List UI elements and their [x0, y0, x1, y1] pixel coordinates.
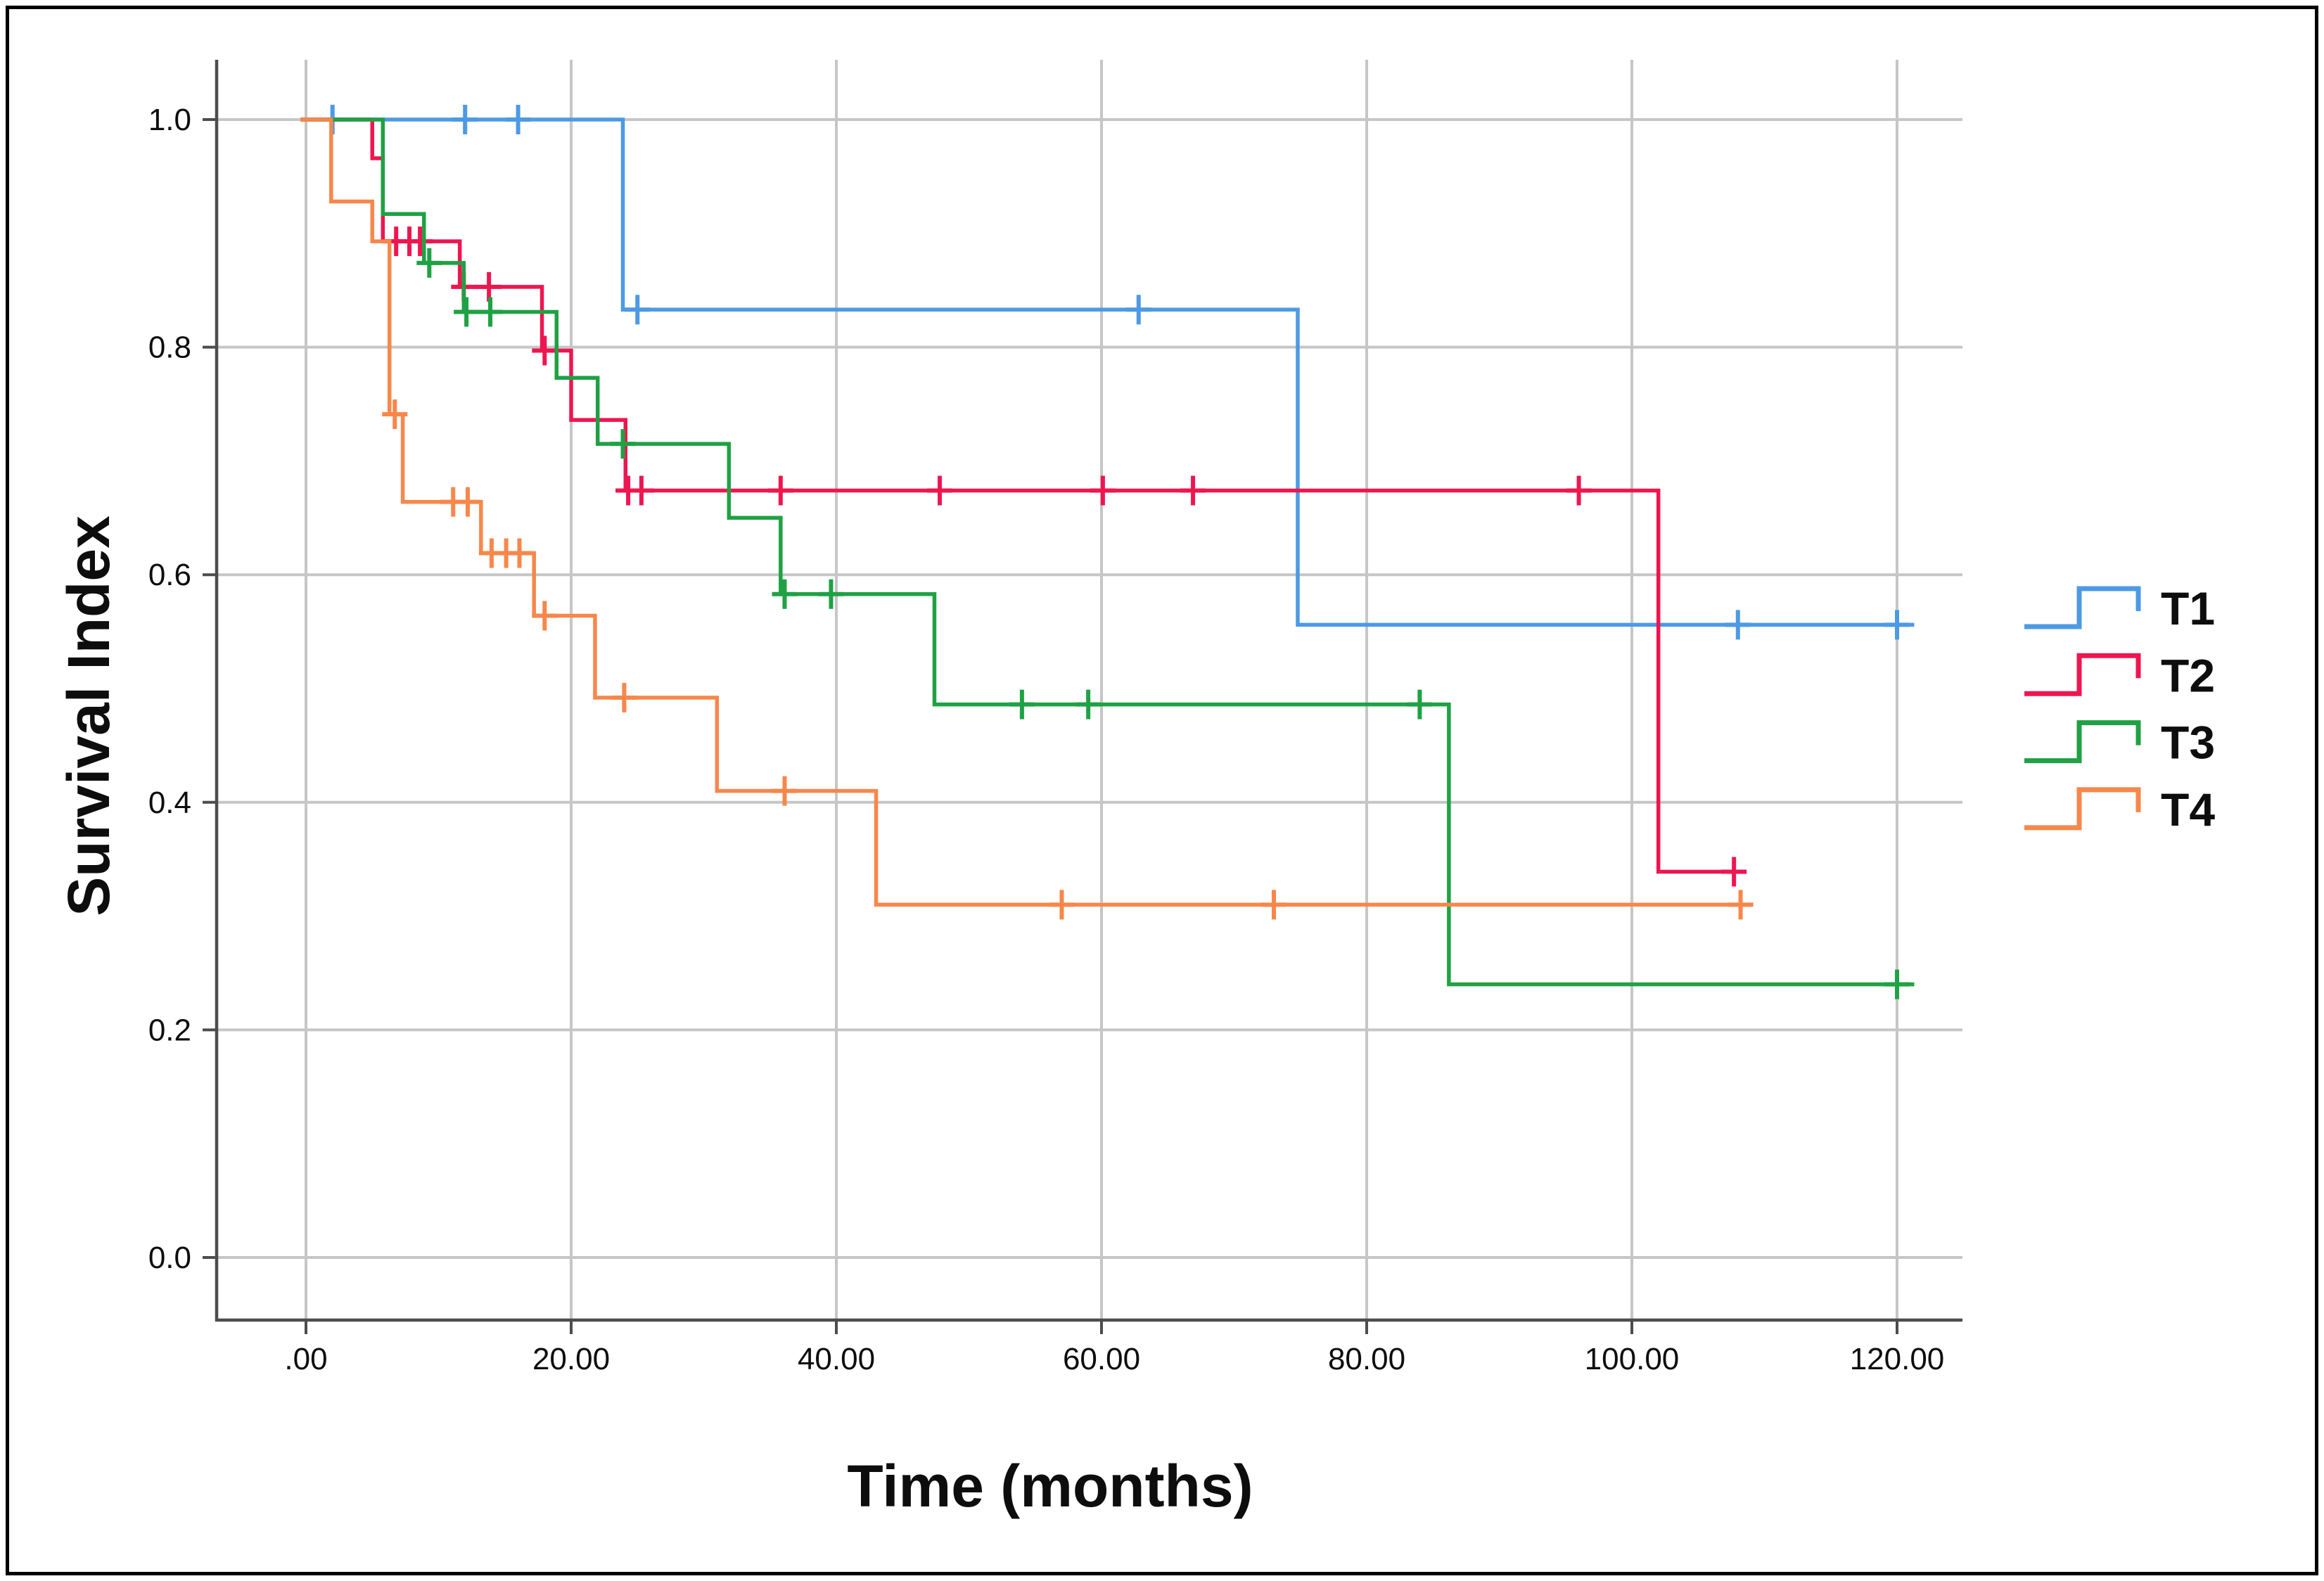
- y-axis-title: Survival Index: [56, 516, 122, 916]
- series-T3-line: [300, 117, 1915, 987]
- survival-chart: 1.0 0.8 0.6 0.4 0.2 0.0 .00 20.00 40.00 60.00 80.0…: [148, 60, 2215, 1376]
- series-T1-line: [300, 117, 1915, 627]
- y-tick-label: 0.6: [148, 558, 191, 592]
- series-T4-line: [300, 117, 1749, 907]
- x-tick-label: .00: [284, 1342, 327, 1376]
- legend-label: T3: [2161, 717, 2215, 769]
- x-tick-label: 60.00: [1063, 1342, 1140, 1376]
- x-tick-label: 20.00: [532, 1342, 610, 1376]
- x-tick-label: 80.00: [1328, 1342, 1405, 1376]
- series-T2-line: [300, 117, 1745, 874]
- x-tick-label: 120.00: [1850, 1342, 1945, 1376]
- legend-step-line-icon: [2024, 586, 2141, 629]
- y-tick-label: 0.8: [148, 331, 191, 365]
- y-tick-label: 1.0: [148, 103, 191, 137]
- figure-frame: 1.0 0.8 0.6 0.4 0.2 0.0 .00 20.00 40.00 60.00 80.0…: [6, 6, 2318, 1575]
- legend-item-T3: T3: [2024, 717, 2215, 769]
- y-tick-label: 0.0: [148, 1241, 191, 1275]
- x-axis-title: Time (months): [847, 1453, 1253, 1519]
- y-tick-label: 0.2: [148, 1013, 191, 1047]
- legend-step-line-icon: [2024, 720, 2141, 764]
- legend-label: T1: [2161, 582, 2215, 634]
- series-T2-censor-marks: [383, 226, 1747, 887]
- legend-step-line-icon: [2024, 653, 2141, 696]
- series-T3-censor-marks: [416, 248, 1910, 999]
- y-tick-label: 0.4: [148, 786, 191, 820]
- legend-step-line-icon: [2024, 787, 2141, 831]
- legend-label: T2: [2161, 649, 2215, 701]
- x-tick-label: 100.00: [1585, 1342, 1680, 1376]
- series-T4-censor-marks: [382, 399, 1754, 920]
- legend-item-T2: T2: [2024, 649, 2215, 701]
- legend-item-T1: T1: [2024, 582, 2215, 634]
- x-tick-label: 40.00: [798, 1342, 875, 1376]
- legend-label: T4: [2161, 783, 2215, 836]
- legend-item-T4: T4: [2024, 783, 2215, 836]
